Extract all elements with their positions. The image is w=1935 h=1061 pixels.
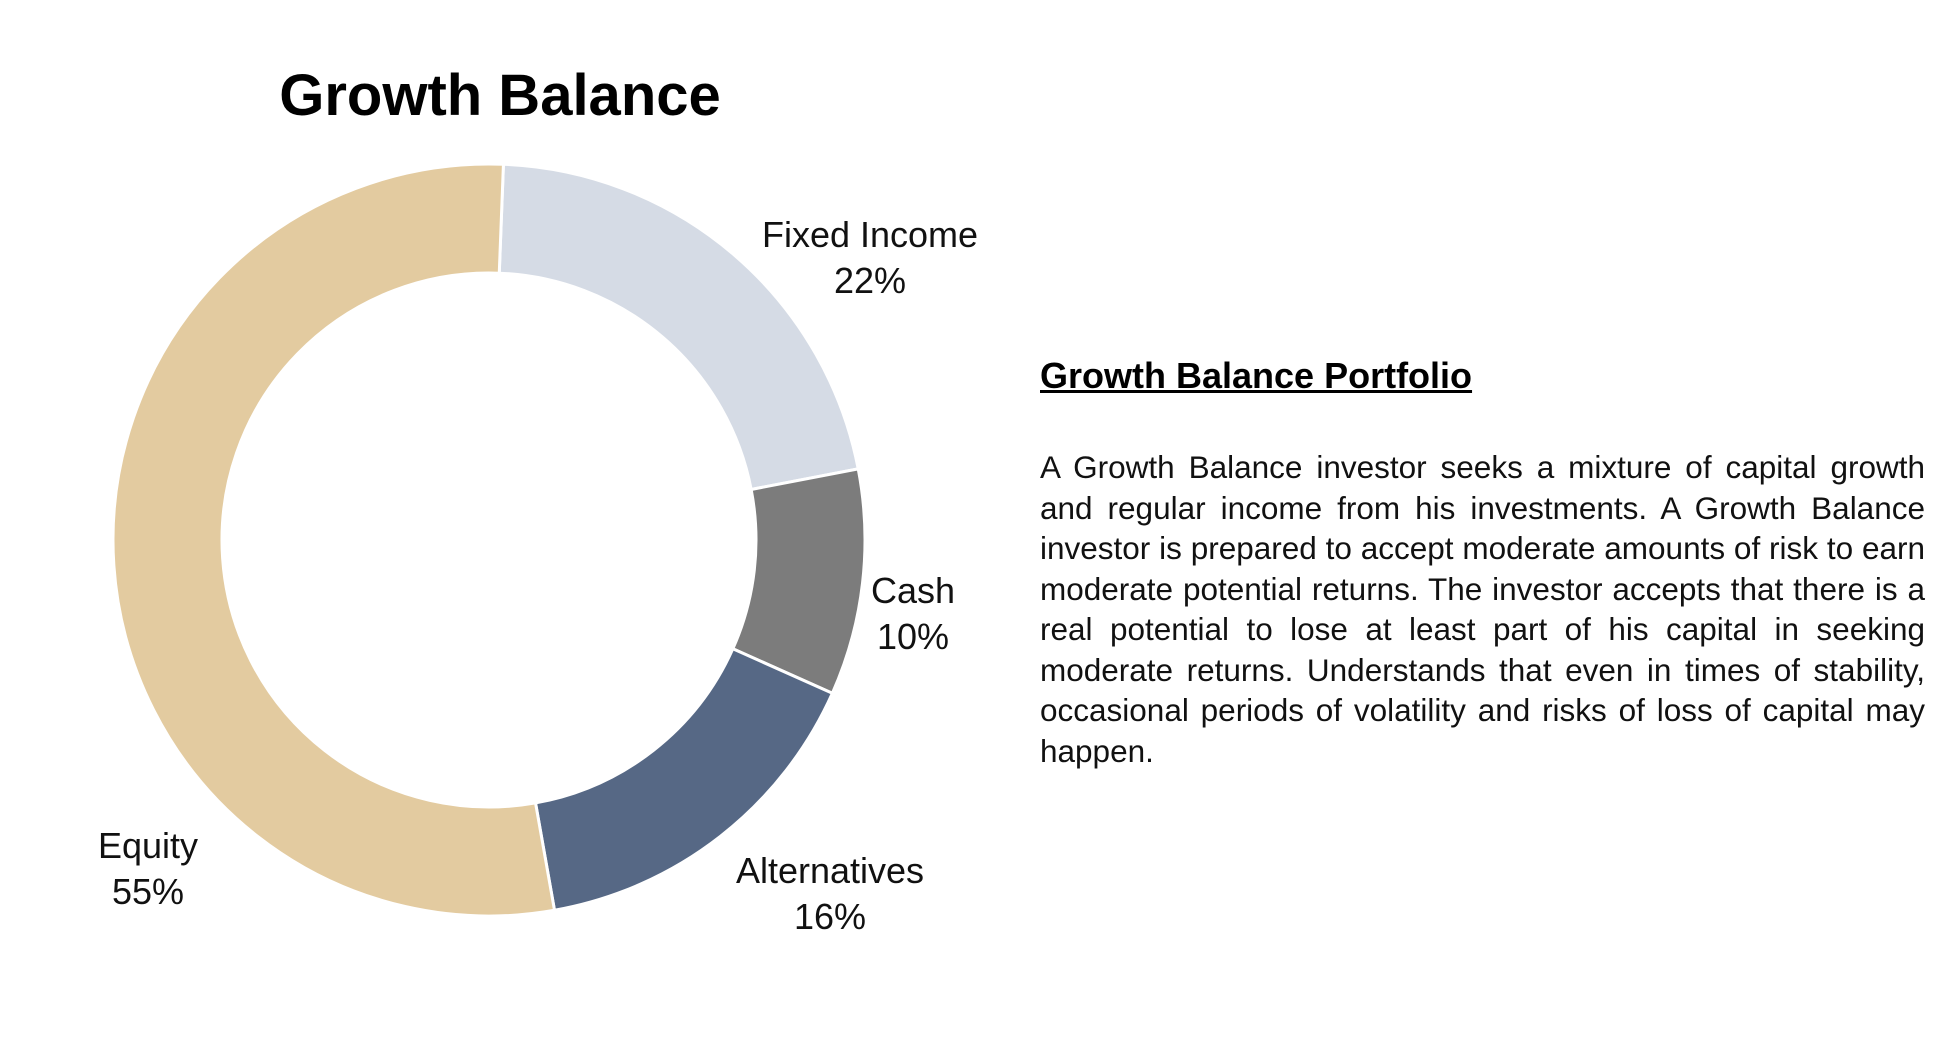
donut-chart bbox=[111, 162, 867, 918]
label-equity: Equity 55% bbox=[0, 823, 308, 915]
label-fixed-income-name: Fixed Income bbox=[761, 214, 979, 255]
label-fixed-income-value: 22% bbox=[833, 260, 907, 301]
label-alternatives: Alternatives 16% bbox=[670, 848, 990, 940]
portfolio-body: A Growth Balance investor seeks a mixtur… bbox=[1040, 449, 1925, 769]
chart-title: Growth Balance bbox=[279, 63, 721, 128]
label-alternatives-name: Alternatives bbox=[735, 850, 925, 891]
label-equity-value: 55% bbox=[111, 871, 185, 912]
slice-fixed-income bbox=[497, 162, 860, 492]
label-equity-name: Equity bbox=[97, 825, 199, 866]
label-fixed-income: Fixed Income 22% bbox=[710, 212, 1030, 304]
slice-equity bbox=[111, 162, 557, 918]
label-alternatives-value: 16% bbox=[793, 896, 867, 937]
label-cash: Cash 10% bbox=[753, 568, 1073, 660]
portfolio-heading: Growth Balance Portfolio bbox=[1040, 355, 1473, 396]
portfolio-description: Growth Balance Portfolio A Growth Balanc… bbox=[1040, 355, 1925, 771]
label-cash-name: Cash bbox=[870, 570, 956, 611]
label-cash-value: 10% bbox=[876, 616, 950, 657]
